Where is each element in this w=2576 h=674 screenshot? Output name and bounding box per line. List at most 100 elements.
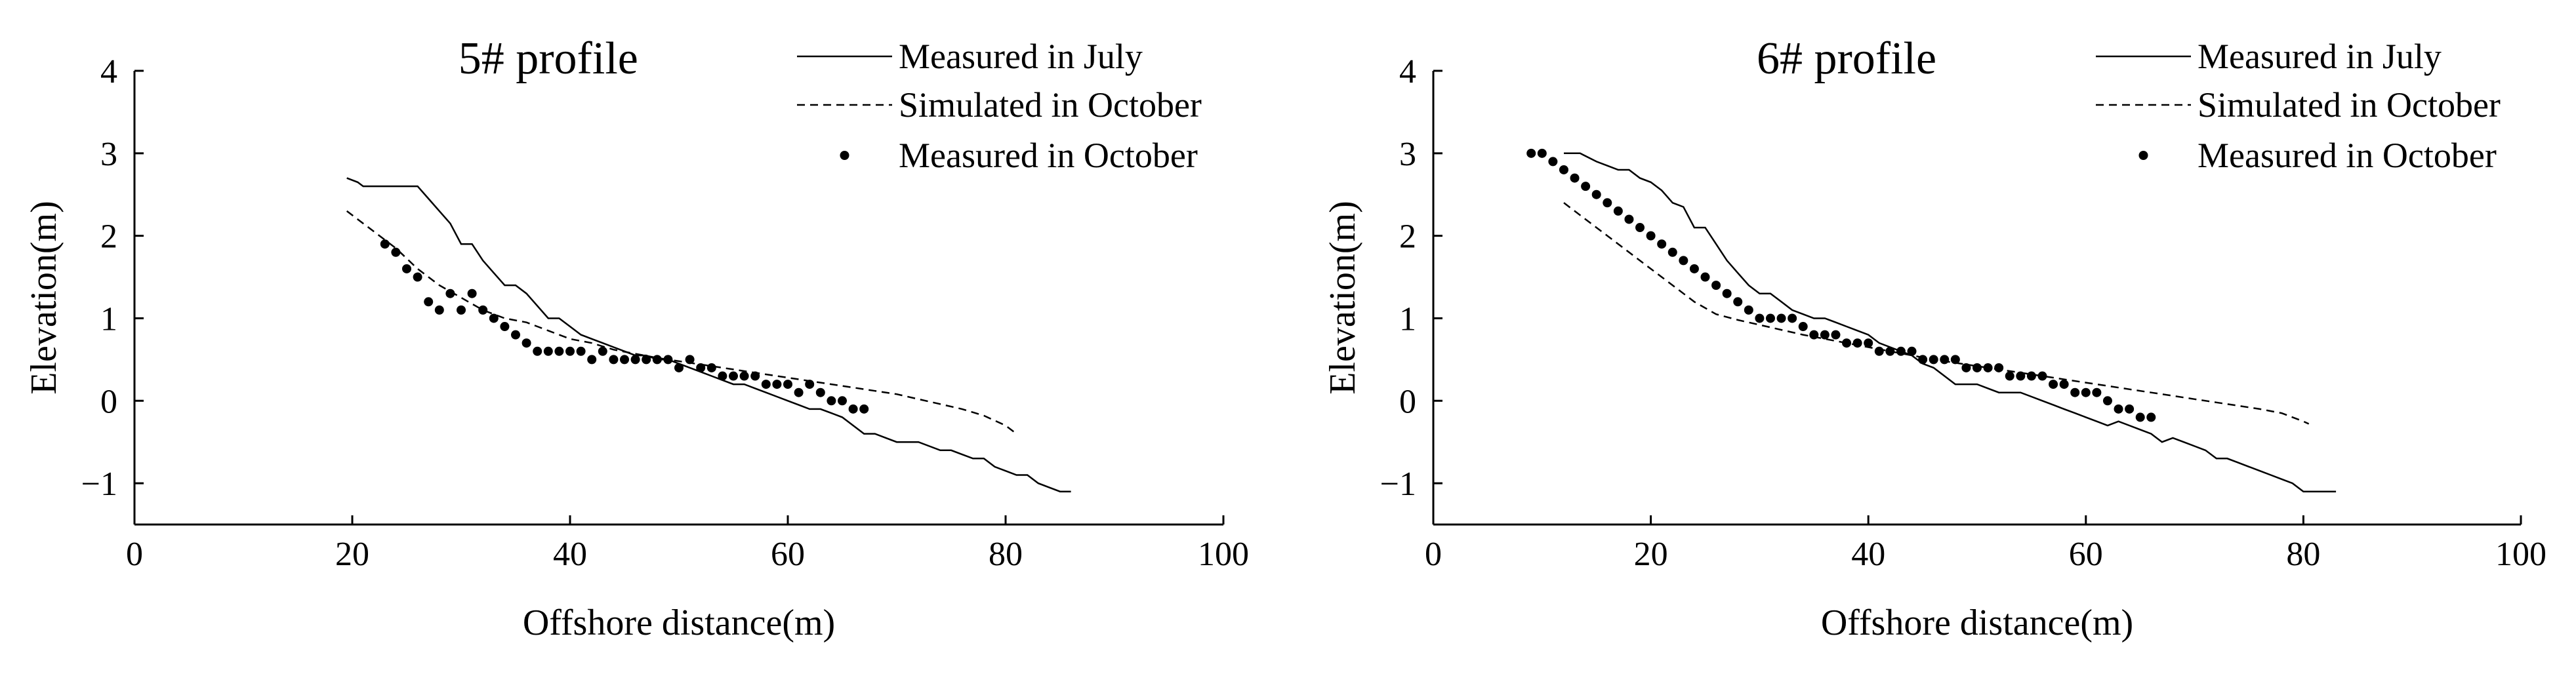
panel-1-data-point (467, 288, 477, 298)
panel-1-data-point (696, 363, 706, 372)
panel-2-y-tick-label: 0 (1399, 383, 1416, 420)
panel-2-data-point (2005, 371, 2014, 381)
panel-1-y-tick-label: 3 (100, 136, 117, 173)
panel-1-data-point (457, 305, 466, 315)
panel-1-data-point (652, 355, 662, 365)
panel-2-legend-marker (2138, 151, 2148, 160)
panel-2-y-tick-label: 4 (1399, 53, 1416, 90)
panel-1-x-tick-label: 80 (989, 536, 1023, 573)
panel-1-y-tick-label: 2 (100, 218, 117, 256)
panel-1-x-tick-label: 40 (553, 536, 587, 573)
panel-1-data-point (827, 396, 836, 406)
panel-1-y-tick-label: −1 (81, 466, 117, 503)
panel-2-data-point (1548, 157, 1558, 167)
panel-2-data-point (1918, 355, 1928, 365)
panel-1-data-point (445, 288, 455, 298)
panel-1-data-point (543, 346, 553, 356)
panel-1-legend: Measured in July Simulated in October Meas… (797, 37, 1202, 175)
panel-2-series-simulated-in-october-line (1563, 202, 2310, 425)
panel-2-data-point (1864, 338, 1873, 348)
panel-1-data-point (609, 355, 619, 365)
panel-2-x-axis-label: Offshore distance(m) (1821, 603, 2133, 643)
panel-2-y-tick-label: −1 (1380, 466, 1416, 503)
panel-1-data-point (848, 404, 858, 414)
panel-1-data-point (761, 380, 771, 389)
panel-2-x-tick-label: 100 (2495, 536, 2546, 573)
panel-2-data-point (1874, 346, 1884, 356)
panel-1-series-measured-in-july-line (346, 177, 1071, 492)
panel-1-data-point (706, 363, 716, 372)
panel-2-title: 6# profile (1757, 33, 1936, 84)
panel-1-data-point (805, 380, 815, 389)
panel-2-data-point (1765, 313, 1775, 323)
panel-2-legend: Measured in July Simulated in October Meas… (2096, 37, 2501, 175)
panel-2-data-point (2114, 404, 2123, 414)
panel-2-data-point (1526, 148, 1536, 158)
panel-2-data-point (2037, 371, 2047, 381)
panel-2-x-tick-label: 20 (1634, 536, 1668, 573)
panel-1-data-point (413, 272, 422, 282)
panel-2-data-point (2102, 396, 2112, 406)
panel-1-data-point (587, 355, 597, 365)
panel-1-data-point (685, 355, 695, 365)
panel-1-x-tick-label: 20 (335, 536, 369, 573)
panel-1-legend-label: Simulated in October (899, 85, 1202, 125)
panel-1-data-point (511, 330, 520, 340)
panel-1-legend-label: Measured in July (899, 37, 1143, 76)
panel-2-series-measured-in-july-line (1564, 152, 2337, 492)
panel-2-data-point (1581, 182, 1591, 191)
panel-1-data-point (718, 371, 727, 381)
panel-1-x-axis-label: Offshore distance(m) (523, 603, 835, 643)
panel-2-data-point (2059, 380, 2069, 389)
panel-1-legend-marker (840, 151, 849, 160)
panel-1-legend-label: Measured in October (899, 136, 1198, 175)
panel-1-data-point (815, 387, 825, 397)
panel-2-data-point (1744, 305, 1753, 315)
panel-2-series-measured-in-october (1526, 148, 2156, 422)
panel-2-data-point (1994, 363, 2004, 372)
panel-2-data-point (1635, 223, 1645, 233)
panel-2-data-point (1907, 346, 1917, 356)
panel-2-data-point (1929, 355, 1938, 365)
panel-2-data-point (1624, 214, 1634, 224)
panel-1-data-point (739, 371, 749, 381)
panel-2-data-point (1852, 338, 1862, 348)
panel-1-data-point (783, 380, 792, 389)
panel-1-data-point (729, 371, 738, 381)
panel-1-data-point (794, 387, 804, 397)
panel-1-x-tick-label: 60 (771, 536, 805, 573)
panel-1-data-point (402, 264, 411, 273)
panel-1-y-axis-label: Elevation(m) (24, 201, 64, 394)
panel-1-series-measured-in-october (380, 239, 869, 414)
panel-2-data-point (1613, 206, 1623, 216)
panel-2-data-point (1559, 165, 1568, 174)
panel-2-data-point (1896, 346, 1906, 356)
panel-1-data-point (533, 346, 542, 356)
panel-1-data-point (750, 371, 760, 381)
panel-1-data-point (521, 338, 531, 348)
panel-2-data-point (2125, 404, 2135, 414)
panel-1-data-point (576, 346, 586, 356)
panel-2-legend-label: Measured in July (2198, 37, 2442, 76)
panel-2-data-point (2016, 371, 2026, 381)
panel-2-data-point (1722, 288, 1732, 298)
panel-2-x-tick-label: 80 (2286, 536, 2320, 573)
panel-1-data-point (674, 363, 684, 372)
panel-2-legend-label: Simulated in October (2198, 85, 2501, 125)
panel-2-data-point (1603, 198, 1612, 208)
panel-2-data-point (1831, 330, 1841, 340)
panel-2-data-point (2049, 380, 2058, 389)
panel-2-data-point (1809, 330, 1819, 340)
panel-1-data-point (500, 322, 510, 332)
panel-2-data-point (1591, 189, 1601, 199)
panel-1-data-point (663, 355, 673, 365)
panel-2-data-point (1679, 256, 1688, 266)
panel-1-data-point (642, 355, 651, 365)
panel-2-data-point (2146, 412, 2156, 422)
panel-2-data-point (1570, 173, 1580, 183)
panel-1-y-tick-label: 4 (100, 53, 117, 90)
panel-1-data-point (380, 239, 390, 249)
panel-2-data-point (1885, 346, 1895, 356)
panel-1-data-point (565, 346, 575, 356)
